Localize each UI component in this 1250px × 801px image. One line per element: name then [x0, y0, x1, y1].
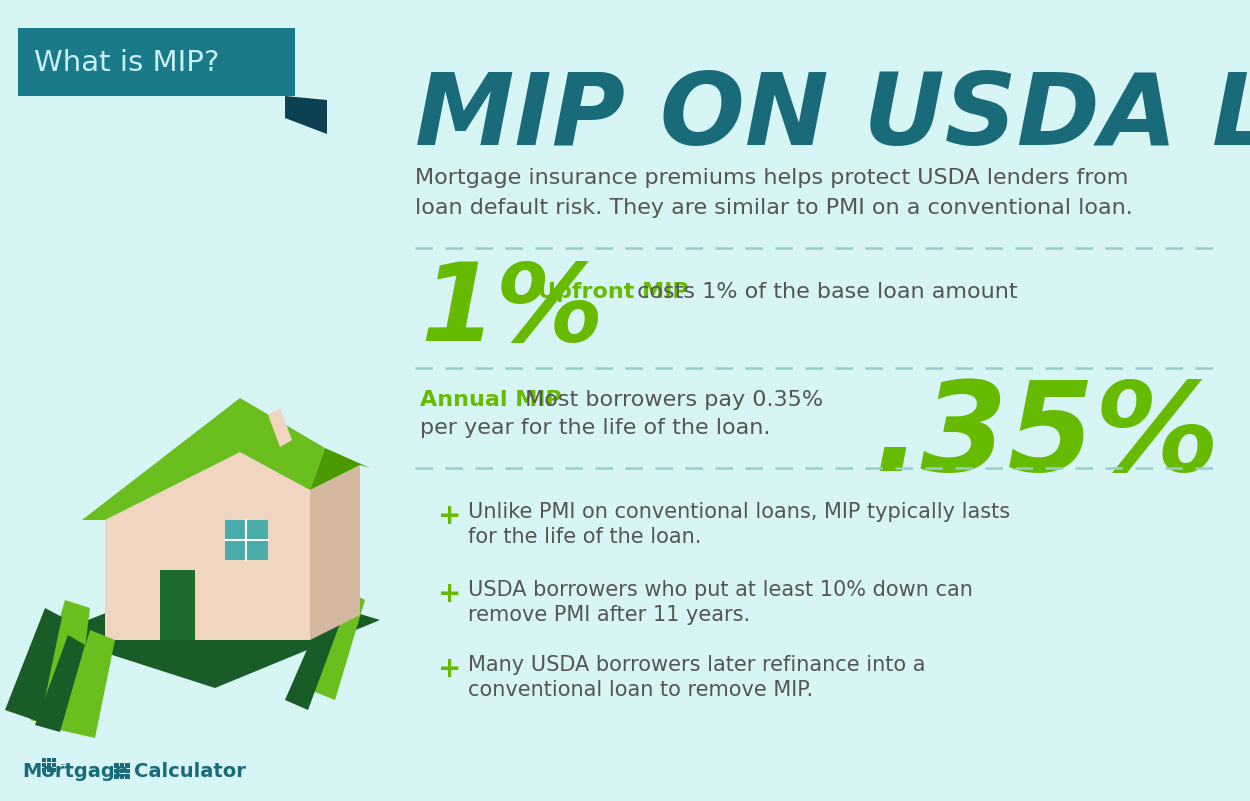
Bar — [114, 768, 119, 773]
Text: conventional loan to remove MIP.: conventional loan to remove MIP. — [468, 680, 814, 700]
Bar — [125, 774, 130, 779]
Text: Annual MIP: Annual MIP — [420, 390, 561, 410]
Bar — [114, 763, 119, 767]
Bar — [48, 768, 51, 772]
Bar — [52, 758, 56, 762]
Polygon shape — [82, 398, 325, 520]
Text: Mortgage: Mortgage — [22, 762, 129, 781]
Polygon shape — [35, 635, 85, 732]
Bar — [120, 763, 124, 767]
Polygon shape — [310, 465, 360, 640]
Polygon shape — [310, 590, 365, 700]
Bar — [48, 758, 51, 762]
Bar — [42, 758, 46, 762]
Text: costs 1% of the base loan amount: costs 1% of the base loan amount — [630, 282, 1018, 302]
Polygon shape — [18, 28, 295, 96]
Polygon shape — [310, 448, 370, 490]
Polygon shape — [50, 570, 380, 688]
Text: +: + — [438, 502, 461, 530]
Text: +: + — [438, 580, 461, 608]
Text: .35%: .35% — [874, 376, 1220, 497]
Text: for the life of the loan.: for the life of the loan. — [468, 527, 701, 547]
Bar — [42, 768, 46, 772]
Bar — [48, 763, 51, 767]
Polygon shape — [268, 408, 292, 447]
Text: Calculator: Calculator — [134, 762, 246, 781]
Polygon shape — [5, 608, 62, 722]
Bar — [125, 763, 130, 767]
Text: What is MIP?: What is MIP? — [34, 49, 220, 77]
Bar — [42, 763, 46, 767]
Polygon shape — [285, 96, 328, 134]
Text: Unlike PMI on conventional loans, MIP typically lasts: Unlike PMI on conventional loans, MIP ty… — [468, 502, 1010, 522]
Polygon shape — [30, 600, 90, 730]
Polygon shape — [160, 570, 195, 640]
Text: MIP ON USDA LOANS: MIP ON USDA LOANS — [415, 70, 1250, 167]
Bar — [52, 768, 56, 772]
Bar — [52, 763, 56, 767]
Text: #1a6b7a: #1a6b7a — [61, 764, 68, 765]
Text: USDA borrowers who put at least 10% down can: USDA borrowers who put at least 10% down… — [468, 580, 972, 600]
Text: per year for the life of the loan.: per year for the life of the loan. — [420, 418, 770, 438]
Bar — [120, 774, 124, 779]
Text: Mortgage insurance premiums helps protect USDA lenders from
loan default risk. T: Mortgage insurance premiums helps protec… — [415, 168, 1132, 219]
Text: 1%: 1% — [420, 258, 604, 364]
Text: Many USDA borrowers later refinance into a: Many USDA borrowers later refinance into… — [468, 655, 925, 675]
Bar — [120, 768, 124, 773]
Bar — [125, 768, 130, 773]
Polygon shape — [285, 608, 342, 710]
Polygon shape — [60, 630, 115, 738]
Polygon shape — [225, 520, 268, 560]
Polygon shape — [105, 450, 310, 640]
Polygon shape — [295, 28, 321, 96]
Text: Most borrowers pay 0.35%: Most borrowers pay 0.35% — [518, 390, 824, 410]
Text: remove PMI after 11 years.: remove PMI after 11 years. — [468, 605, 750, 625]
Text: Upfront MIP: Upfront MIP — [538, 282, 689, 302]
Text: +: + — [438, 655, 461, 683]
Bar — [114, 774, 119, 779]
